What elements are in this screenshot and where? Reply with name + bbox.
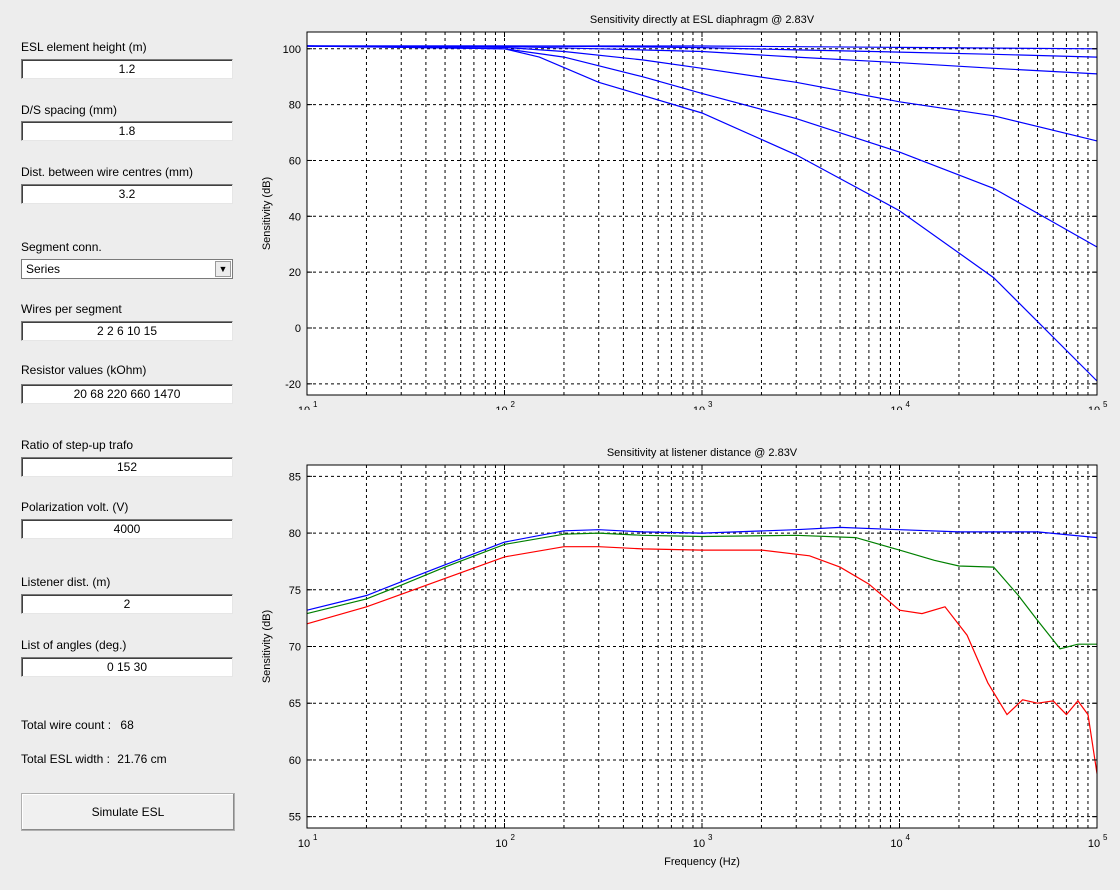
x-tick-label: 10: [1088, 838, 1100, 850]
listener-sensitivity-chart: 55606570758085101102103104105Sensitivity…: [261, 447, 1108, 868]
stepup-ratio-field[interactable]: [21, 457, 233, 477]
listener-dist-label: Listener dist. (m): [21, 575, 111, 589]
segment-conn-value: Series: [26, 262, 61, 276]
grid-lines: [307, 32, 1097, 395]
x-tick-exponent: 2: [511, 400, 516, 409]
total-width-value: 21.76 cm: [117, 752, 167, 766]
angles-label: List of angles (deg.): [21, 638, 127, 652]
polarization-label: Polarization volt. (V): [21, 500, 129, 514]
stepup-ratio-label: Ratio of step-up trafo: [21, 438, 134, 452]
segment-conn-select[interactable]: Series ▼: [21, 259, 233, 279]
y-tick-label: 85: [289, 471, 301, 483]
x-tick-label: 10: [298, 838, 310, 850]
x-tick-label: 10: [693, 405, 705, 410]
resistor-values-field[interactable]: [21, 384, 233, 404]
grid-lines: [307, 465, 1097, 828]
y-axis-label: Sensitivity (dB): [261, 177, 273, 250]
x-tick-exponent: 4: [906, 833, 911, 842]
diaphragm-sensitivity-chart: -20020406080100101102103104105Sensitivit…: [261, 14, 1108, 410]
x-tick-label: 10: [495, 838, 507, 850]
total-width: Total ESL width : 21.76 cm: [21, 752, 167, 766]
total-wire-count-value: 68: [120, 718, 134, 732]
y-tick-label: 40: [289, 211, 301, 223]
resistor-values-label: Resistor values (kOhm): [21, 363, 147, 377]
x-tick-exponent: 3: [708, 400, 713, 409]
series-line-3: [306, 546, 1098, 774]
x-tick-exponent: 5: [1103, 400, 1108, 409]
angles-field[interactable]: [21, 657, 233, 677]
simulate-button[interactable]: Simulate ESL: [21, 793, 235, 831]
x-tick-exponent: 1: [313, 400, 318, 409]
chart-title: Sensitivity at listener distance @ 2.83V: [607, 447, 798, 459]
x-tick-exponent: 3: [708, 833, 713, 842]
y-tick-label: 20: [289, 267, 301, 279]
polarization-field[interactable]: [21, 519, 233, 539]
wire-dist-label: Dist. between wire centres (mm): [21, 165, 194, 179]
x-tick-label: 10: [890, 838, 902, 850]
total-wire-count-label: Total wire count :: [21, 718, 112, 732]
series-line-2: [307, 45, 1098, 58]
ds-spacing-label: D/S spacing (mm): [21, 103, 118, 117]
y-tick-label: 100: [283, 44, 301, 56]
x-tick-exponent: 1: [313, 833, 318, 842]
x-tick-label: 10: [693, 838, 705, 850]
series-line-2: [306, 532, 1097, 650]
series-line-1: [306, 526, 1098, 611]
wires-per-segment-field[interactable]: [21, 321, 233, 341]
y-tick-label: 70: [289, 642, 301, 654]
element-height-field[interactable]: [21, 59, 233, 79]
x-tick-exponent: 4: [906, 400, 911, 409]
ds-spacing-field[interactable]: [21, 121, 233, 141]
x-tick-label: 10: [890, 405, 902, 410]
y-tick-label: 60: [289, 155, 301, 167]
y-tick-label: 80: [289, 100, 301, 112]
series-line-3: [306, 45, 1098, 75]
x-tick-exponent: 2: [511, 833, 516, 842]
series-line-6: [306, 45, 1098, 382]
total-wire-count: Total wire count : 68: [21, 718, 134, 732]
element-height-label: ESL element height (m): [21, 40, 147, 54]
chevron-down-icon[interactable]: ▼: [215, 261, 231, 277]
x-tick-label: 10: [495, 405, 507, 410]
series-line-4: [306, 45, 1098, 142]
x-tick-exponent: 5: [1103, 833, 1108, 842]
y-axis-label: Sensitivity (dB): [261, 610, 273, 683]
total-width-label: Total ESL width :: [21, 752, 110, 766]
y-tick-label: 60: [289, 755, 301, 767]
x-axis-label: Frequency (Hz): [664, 856, 740, 868]
y-tick-label: 0: [295, 323, 301, 335]
x-tick-label: 10: [298, 405, 310, 410]
chart-title: Sensitivity directly at ESL diaphragm @ …: [590, 14, 815, 26]
segment-conn-label: Segment conn.: [21, 240, 102, 254]
listener-dist-field[interactable]: [21, 594, 233, 614]
y-tick-label: 65: [289, 698, 301, 710]
y-tick-label: 55: [289, 812, 301, 824]
series-line-5: [306, 45, 1098, 248]
wires-per-segment-label: Wires per segment: [21, 302, 122, 316]
x-tick-label: 10: [1088, 405, 1100, 410]
y-tick-label: -20: [285, 379, 301, 391]
y-tick-label: 75: [289, 585, 301, 597]
wire-dist-field[interactable]: [21, 184, 233, 204]
y-tick-label: 80: [289, 528, 301, 540]
